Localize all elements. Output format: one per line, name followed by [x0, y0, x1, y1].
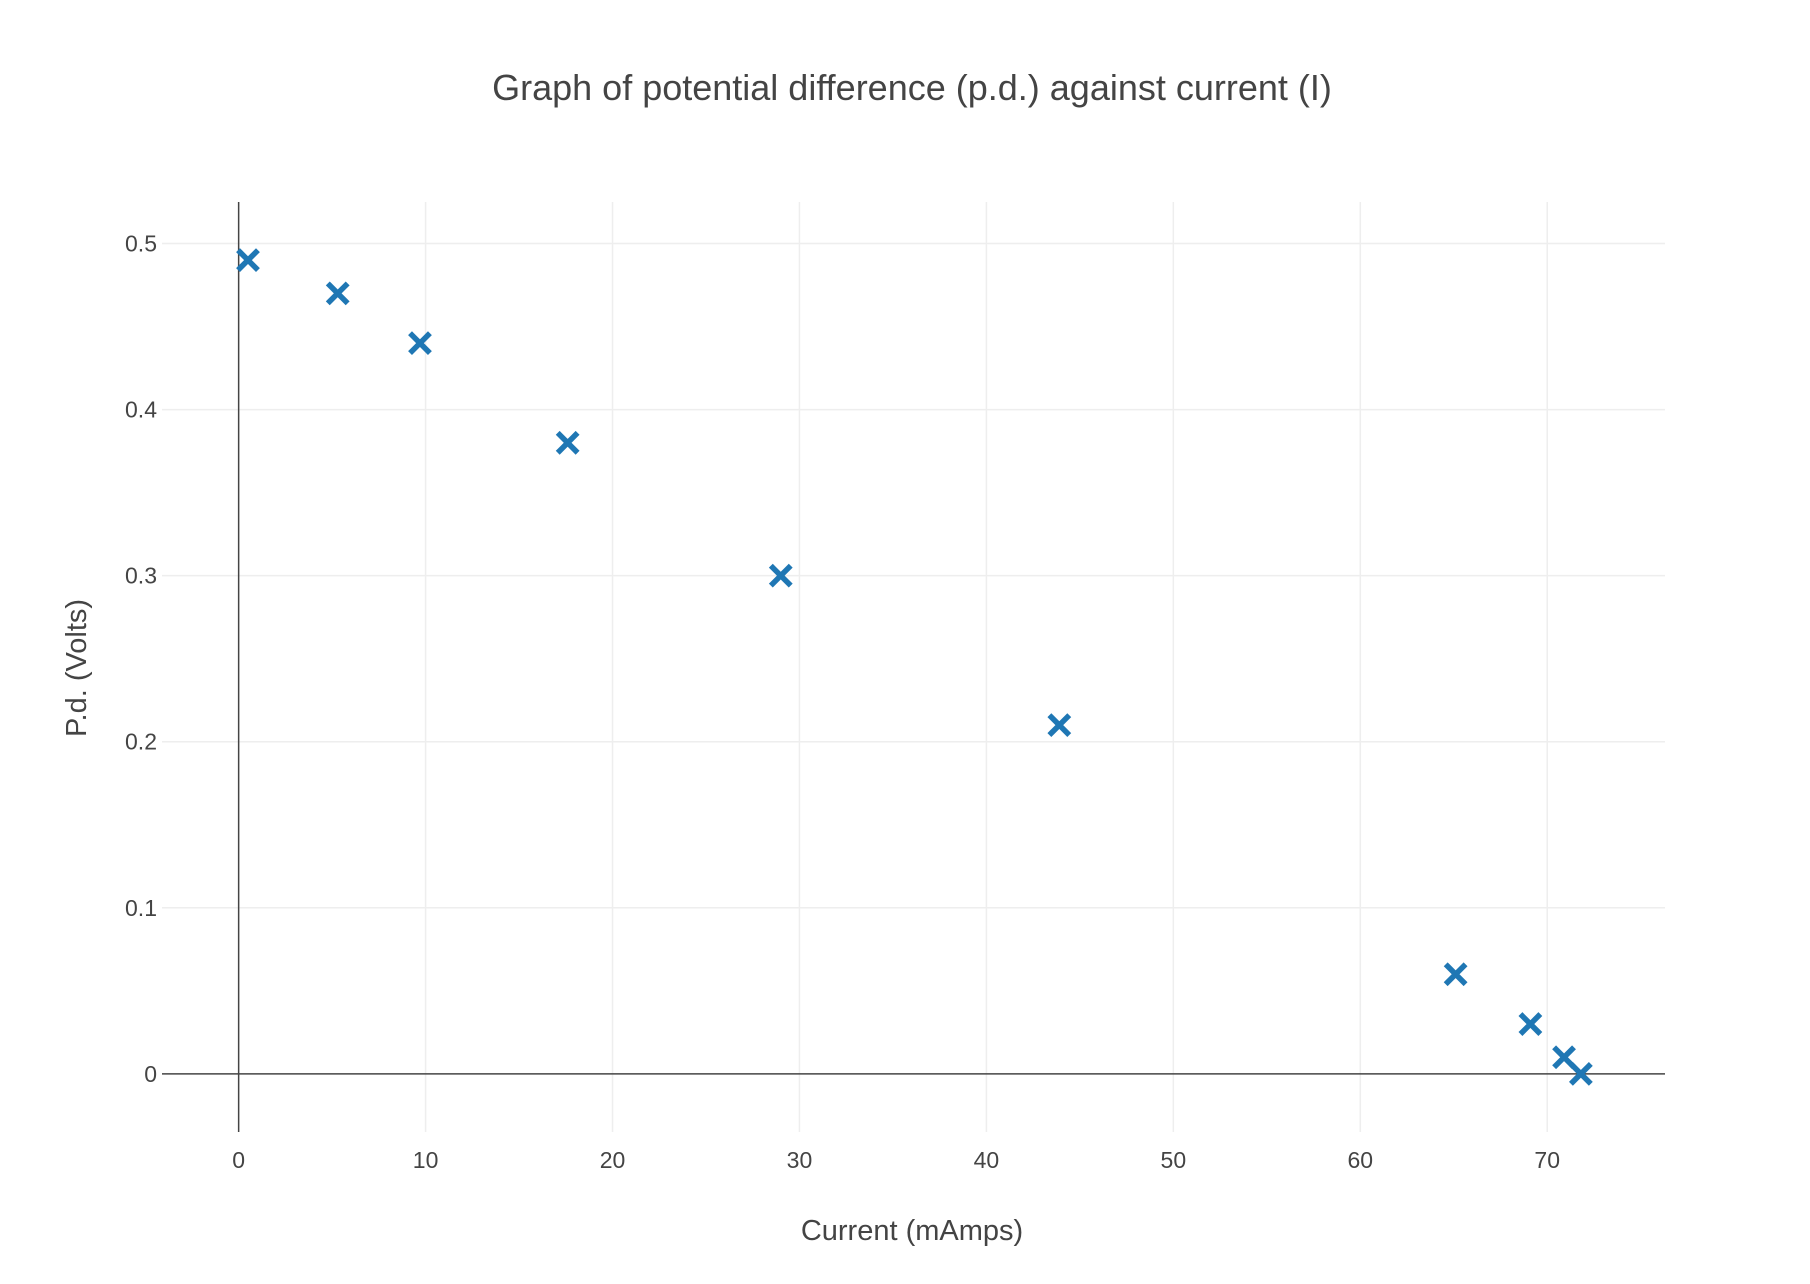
axis-layer	[162, 202, 1665, 1132]
x-axis-title: Current (mAmps)	[801, 1215, 1023, 1247]
x-tick-label: 20	[600, 1147, 626, 1173]
data-point	[236, 248, 260, 273]
data-points	[236, 248, 1593, 1086]
y-tick-label: 0.3	[125, 563, 157, 589]
data-point	[1518, 1012, 1543, 1036]
x-tick-label: 70	[1534, 1147, 1560, 1173]
x-tick-label: 0	[232, 1147, 245, 1173]
chart-title: Graph of potential difference (p.d.) aga…	[492, 67, 1332, 108]
data-point	[1568, 1061, 1593, 1086]
x-tick-label: 10	[413, 1147, 439, 1173]
y-tick-label: 0.2	[125, 729, 157, 755]
y-tick-label: 0	[144, 1061, 157, 1087]
data-point	[1047, 713, 1072, 738]
x-tick-label: 40	[974, 1147, 1000, 1173]
tick-labels: 0 10 20 30 40 50 60 70 0 0.1 0.2 0.3 0.4 0.5	[125, 231, 1560, 1173]
x-tick-label: 30	[787, 1147, 813, 1173]
grid-layer	[162, 202, 1665, 1132]
data-point	[555, 430, 580, 455]
x-tick-label: 60	[1347, 1147, 1373, 1173]
x-tick-label: 50	[1161, 1147, 1187, 1173]
y-tick-label: 0.4	[125, 397, 157, 423]
y-axis-title: P.d. (Volts)	[61, 599, 93, 737]
y-tick-label: 0.5	[125, 231, 157, 257]
data-point	[1443, 962, 1468, 987]
y-tick-label: 0.1	[125, 895, 157, 921]
data-point	[408, 331, 432, 356]
data-point	[768, 563, 793, 588]
data-point	[1552, 1045, 1576, 1070]
data-point	[325, 281, 350, 306]
